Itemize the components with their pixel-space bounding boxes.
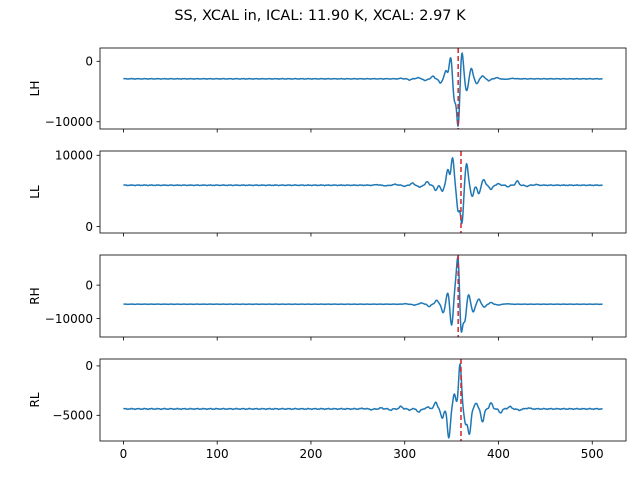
x-tick-label: 300: [393, 447, 416, 461]
y-tick-label: 0: [85, 359, 93, 373]
x-tick-label: 100: [206, 447, 229, 461]
y-axis-label: LH: [28, 81, 42, 97]
subplot-lh: 0 −10000 LH: [28, 47, 627, 133]
axes-frame: [99, 150, 627, 234]
y-tick-label: 0: [85, 278, 93, 292]
y-tick-label: −10000: [45, 312, 93, 326]
series-line-rl: [123, 362, 603, 439]
x-tick-label: 400: [487, 447, 510, 461]
series-line-ll: [123, 156, 603, 224]
axes-frame: [99, 47, 627, 130]
axes-frame: [99, 358, 627, 442]
series-line-rh: [123, 256, 603, 334]
figure-title: SS, XCAL in, ICAL: 11.90 K, XCAL: 2.97 K: [174, 8, 466, 24]
y-tick-label: −10000: [45, 115, 93, 129]
x-tick-label: 500: [581, 447, 604, 461]
x-tick-label: 200: [300, 447, 323, 461]
subplot-ll: 10000 0 LL: [28, 148, 627, 237]
y-tick-label: 10000: [55, 148, 93, 162]
x-tick-label: 0: [120, 447, 128, 461]
y-tick-label: −5000: [52, 409, 93, 423]
y-axis-label: LL: [28, 185, 42, 199]
subplot-rl: 0 −5000 RL 0 100 200 300 400 500: [28, 358, 627, 461]
y-axis-label: RL: [28, 392, 42, 407]
y-tick-label: 0: [85, 54, 93, 68]
series-line-lh: [123, 52, 603, 128]
y-tick-label: 0: [85, 220, 93, 234]
axes-frame: [99, 254, 627, 338]
y-axis-label: RH: [28, 287, 42, 304]
